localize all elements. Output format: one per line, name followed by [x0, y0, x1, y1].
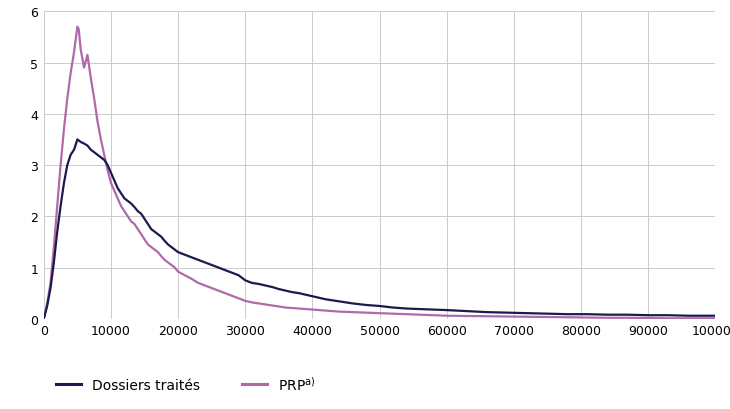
Legend: Dossiers traités, PRP$^{\mathregular{a)}}$: Dossiers traités, PRP$^{\mathregular{a)}… [51, 369, 321, 398]
